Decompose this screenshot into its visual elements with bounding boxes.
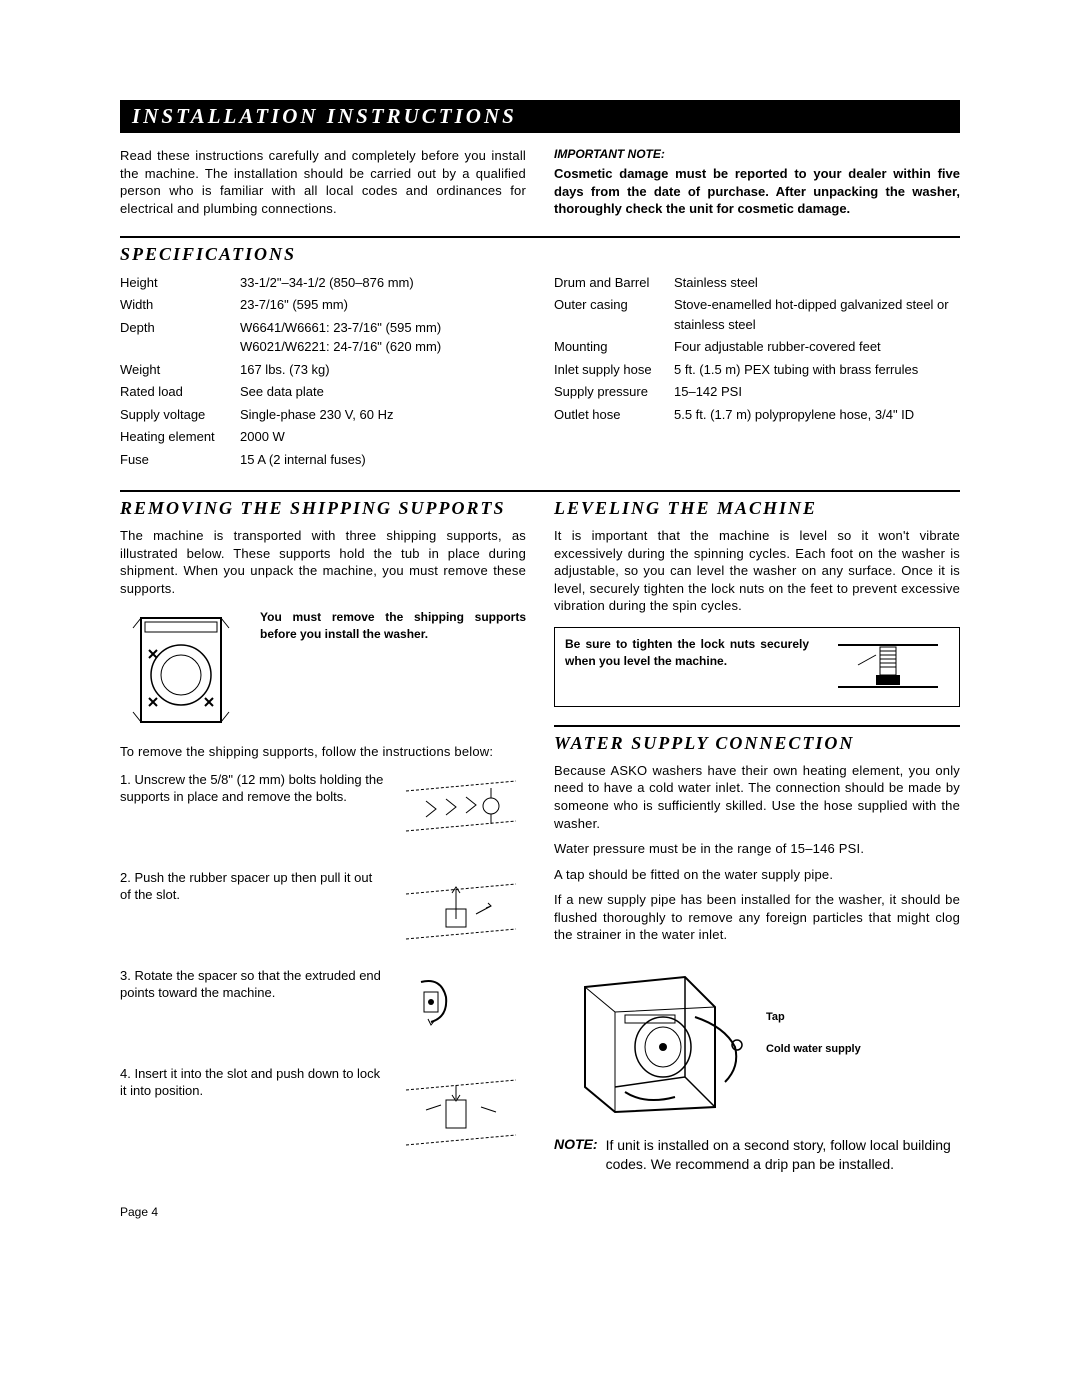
step-illustration	[396, 967, 526, 1047]
spec-row: MountingFour adjustable rubber-covered f…	[554, 337, 960, 357]
spec-label: Height	[120, 273, 240, 293]
spec-value: 5.5 ft. (1.7 m) polypropylene hose, 3/4"…	[674, 405, 960, 425]
important-note-label: IMPORTANT NOTE:	[554, 147, 960, 161]
leveling-caption: Be sure to tighten the lock nuts securel…	[565, 636, 809, 670]
spec-value: 2000 W	[240, 427, 526, 447]
leveling-foot-illustration	[827, 636, 949, 698]
note-body: If unit is installed on a second story, …	[606, 1136, 960, 1175]
spec-row: Height33-1/2"–34-1/2 (850–876 mm)	[120, 273, 526, 293]
leveling-heading: LEVELING THE MACHINE	[554, 498, 960, 519]
page-title-bar: INSTALLATION INSTRUCTIONS	[120, 100, 960, 133]
spec-value: Stainless steel	[674, 273, 960, 293]
water-p3: A tap should be fitted on the water supp…	[554, 866, 960, 884]
spec-value: 15 A (2 internal fuses)	[240, 450, 526, 470]
step-row: 2. Push the rubber spacer up then pull i…	[120, 869, 526, 949]
left-column: REMOVING THE SHIPPING SUPPORTS The machi…	[120, 498, 526, 1175]
spec-label: Drum and Barrel	[554, 273, 674, 293]
spec-label: Width	[120, 295, 240, 315]
spec-label: Outlet hose	[554, 405, 674, 425]
steps-container: 1. Unscrew the 5/8" (12 mm) bolts holdin…	[120, 771, 526, 1145]
step-row: 4. Insert it into the slot and push down…	[120, 1065, 526, 1145]
cold-water-label: Cold water supply	[766, 1043, 861, 1055]
spec-value: See data plate	[240, 382, 526, 402]
removing-follow: To remove the shipping supports, follow …	[120, 743, 526, 761]
washer-back-illustration	[120, 609, 242, 731]
washer-water-illustration	[554, 956, 756, 1118]
leveling-illustration-row: Be sure to tighten the lock nuts securel…	[554, 627, 960, 707]
spec-label: Heating element	[120, 427, 240, 447]
spec-row: Heating element2000 W	[120, 427, 526, 447]
important-note-body: Cosmetic damage must be reported to your…	[554, 165, 960, 218]
step-row: 1. Unscrew the 5/8" (12 mm) bolts holdin…	[120, 771, 526, 851]
step-text: 4. Insert it into the slot and push down…	[120, 1065, 384, 1100]
note-label: NOTE:	[554, 1136, 598, 1175]
spec-row: DepthW6641/W6661: 23-7/16" (595 mm) W602…	[120, 318, 526, 357]
spec-label: Depth	[120, 318, 240, 357]
spec-value: 23-7/16" (595 mm)	[240, 295, 526, 315]
divider	[120, 490, 960, 492]
step-illustration	[396, 771, 526, 851]
spec-value: 33-1/2"–34-1/2 (850–876 mm)	[240, 273, 526, 293]
spec-row: Fuse15 A (2 internal fuses)	[120, 450, 526, 470]
spec-row: Supply voltageSingle-phase 230 V, 60 Hz	[120, 405, 526, 425]
spec-row: Width23-7/16" (595 mm)	[120, 295, 526, 315]
bottom-note: NOTE: If unit is installed on a second s…	[554, 1136, 960, 1175]
spec-value: Single-phase 230 V, 60 Hz	[240, 405, 526, 425]
spec-value: 5 ft. (1.5 m) PEX tubing with brass ferr…	[674, 360, 960, 380]
main-content-columns: REMOVING THE SHIPPING SUPPORTS The machi…	[120, 498, 960, 1175]
spec-value: 15–142 PSI	[674, 382, 960, 402]
spec-label: Supply pressure	[554, 382, 674, 402]
spec-value: W6641/W6661: 23-7/16" (595 mm) W6021/W62…	[240, 318, 526, 357]
spec-label: Outer casing	[554, 295, 674, 334]
page-number: Page 4	[120, 1205, 960, 1219]
tap-label: Tap	[766, 1011, 861, 1023]
step-illustration	[396, 869, 526, 949]
divider	[554, 725, 960, 727]
step-text: 2. Push the rubber spacer up then pull i…	[120, 869, 384, 904]
spec-value: 167 lbs. (73 kg)	[240, 360, 526, 380]
spec-label: Mounting	[554, 337, 674, 357]
water-p4: If a new supply pipe has been installed …	[554, 891, 960, 944]
leveling-body: It is important that the machine is leve…	[554, 527, 960, 615]
spec-label: Supply voltage	[120, 405, 240, 425]
step-text: 3. Rotate the spacer so that the extrude…	[120, 967, 384, 1002]
spec-row: Rated loadSee data plate	[120, 382, 526, 402]
step-illustration	[396, 1065, 526, 1145]
spec-label: Fuse	[120, 450, 240, 470]
specs-heading: SPECIFICATIONS	[120, 244, 960, 265]
spec-row: Supply pressure15–142 PSI	[554, 382, 960, 402]
removing-heading: REMOVING THE SHIPPING SUPPORTS	[120, 498, 526, 519]
removing-illustration-row: You must remove the shipping supports be…	[120, 609, 526, 731]
water-p1: Because ASKO washers have their own heat…	[554, 762, 960, 832]
spec-row: Inlet supply hose5 ft. (1.5 m) PEX tubin…	[554, 360, 960, 380]
spec-value: Stove-enamelled hot-dipped galvanized st…	[674, 295, 960, 334]
spec-label: Rated load	[120, 382, 240, 402]
divider	[120, 236, 960, 238]
intro-row: Read these instructions carefully and co…	[120, 147, 960, 218]
spec-row: Outlet hose5.5 ft. (1.7 m) polypropylene…	[554, 405, 960, 425]
step-text: 1. Unscrew the 5/8" (12 mm) bolts holdin…	[120, 771, 384, 806]
removing-intro: The machine is transported with three sh…	[120, 527, 526, 597]
intro-text: Read these instructions carefully and co…	[120, 147, 526, 217]
removing-caption: You must remove the shipping supports be…	[260, 609, 526, 643]
spec-label: Inlet supply hose	[554, 360, 674, 380]
specs-left-table: Height33-1/2"–34-1/2 (850–876 mm)Width23…	[120, 273, 526, 470]
specs-right-table: Drum and BarrelStainless steelOuter casi…	[554, 273, 960, 425]
water-p2: Water pressure must be in the range of 1…	[554, 840, 960, 858]
spec-label: Weight	[120, 360, 240, 380]
water-illustration-row: Tap Cold water supply	[554, 956, 960, 1118]
step-row: 3. Rotate the spacer so that the extrude…	[120, 967, 526, 1047]
specs-columns: Height33-1/2"–34-1/2 (850–876 mm)Width23…	[120, 273, 960, 473]
spec-row: Outer casingStove-enamelled hot-dipped g…	[554, 295, 960, 334]
spec-value: Four adjustable rubber-covered feet	[674, 337, 960, 357]
water-heading: WATER SUPPLY CONNECTION	[554, 733, 960, 754]
right-column: LEVELING THE MACHINE It is important tha…	[554, 498, 960, 1175]
spec-row: Weight167 lbs. (73 kg)	[120, 360, 526, 380]
spec-row: Drum and BarrelStainless steel	[554, 273, 960, 293]
